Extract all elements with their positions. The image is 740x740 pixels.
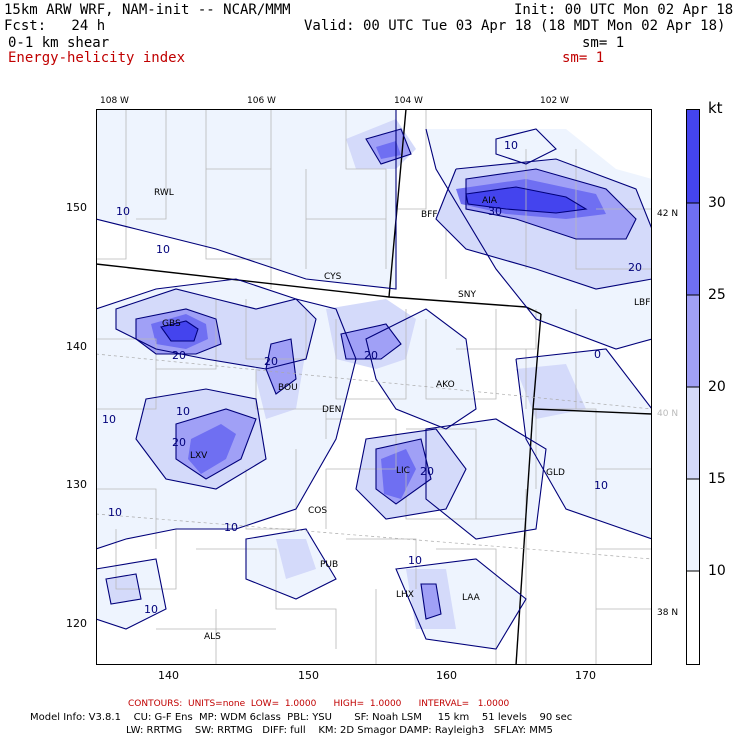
legend-tick-20: 20 (708, 379, 726, 395)
station-als: ALS (204, 632, 221, 642)
station-lhx: LHX (396, 590, 414, 600)
model-title: 15km ARW WRF, NAM-init -- NCAR/MMM (4, 2, 291, 18)
legend-swatch-15 (686, 387, 700, 479)
svg-text:10: 10 (116, 205, 130, 218)
lon-label-106w: 106 W (247, 96, 276, 106)
station-bff: BFF (421, 210, 438, 220)
svg-text:10: 10 (156, 243, 170, 256)
svg-text:20: 20 (264, 355, 278, 368)
contour-lines (96, 109, 652, 650)
svg-text:10: 10 (224, 521, 238, 534)
state-borders (96, 109, 652, 665)
station-den: DEN (322, 405, 341, 415)
legend-tick-25: 25 (708, 287, 726, 303)
y-label-130: 130 (66, 478, 87, 491)
x-label-140: 140 (158, 669, 179, 682)
contour-value-labels: 10 10 10 10 10 10 10 10 10 10 20 20 20 2… (102, 139, 642, 616)
lon-label-102w: 102 W (540, 96, 569, 106)
color-legend-bar (686, 109, 700, 665)
legend-tick-30: 30 (708, 195, 726, 211)
smoothing-ehi: sm= 1 (562, 50, 605, 66)
model-info-line2: LW: RRTMG SW: RRTMG DIFF: full KM: 2D Sm… (126, 725, 553, 736)
legend-swatch-30plus (686, 109, 700, 203)
svg-text:20: 20 (172, 349, 186, 362)
station-gld: GLD (546, 468, 565, 478)
svg-text:20: 20 (420, 465, 434, 478)
lon-label-108w: 108 W (100, 96, 129, 106)
smoothing-shear: sm= 1 (582, 35, 625, 51)
svg-text:20: 20 (172, 436, 186, 449)
svg-text:10: 10 (594, 479, 608, 492)
station-lbf: LBF (634, 298, 650, 308)
station-lic: LIC (396, 466, 410, 476)
legend-swatch-10 (686, 479, 700, 571)
station-pub: PUB (320, 560, 338, 570)
station-lxv: LXV (190, 451, 208, 461)
svg-text:10: 10 (108, 506, 122, 519)
x-label-160: 160 (436, 669, 457, 682)
model-info-line1: Model Info: V3.8.1 CU: G-F Ens MP: WDM 6… (30, 712, 573, 723)
lat-label-40n: 40 N (657, 409, 679, 419)
legend-swatch-below10 (686, 571, 700, 665)
valid-time: Valid: 00 UTC Tue 03 Apr 18 (18 MDT Mon … (304, 18, 726, 34)
station-rwl: RWL (154, 188, 174, 198)
y-label-140: 140 (66, 340, 87, 353)
lon-label-104w: 104 W (394, 96, 423, 106)
svg-text:10: 10 (144, 603, 158, 616)
station-cys: CYS (324, 272, 342, 282)
field-name-shear: 0-1 km shear (8, 35, 110, 51)
station-sny: SNY (458, 290, 476, 300)
svg-text:20: 20 (364, 349, 378, 362)
init-time: Init: 00 UTC Mon 02 Apr 18 (514, 2, 734, 18)
svg-text:10: 10 (504, 139, 518, 152)
legend-unit: kt (708, 99, 723, 117)
svg-text:10: 10 (408, 554, 422, 567)
lat-label-42n: 42 N (657, 209, 679, 219)
station-labels: RWL BFF AIA CYS SNY LBF GBS BOU AKO DEN … (154, 188, 650, 642)
svg-text:10: 10 (176, 405, 190, 418)
forecast-hour: Fcst: 24 h (4, 18, 106, 34)
field-name-ehi: Energy-helicity index (8, 50, 186, 66)
svg-text:10: 10 (102, 413, 116, 426)
map-panel: RWL BFF AIA CYS SNY LBF GBS BOU AKO DEN … (96, 109, 652, 665)
contours-info: CONTOURS: UNITS=none LOW= 1.0000 HIGH= 1… (128, 699, 510, 709)
station-gbs: GBS (162, 319, 181, 329)
graticule (96, 353, 652, 560)
x-label-150: 150 (298, 669, 319, 682)
y-label-150: 150 (66, 201, 87, 214)
svg-text:30: 30 (488, 205, 502, 218)
legend-swatch-25 (686, 203, 700, 295)
county-lines (96, 109, 652, 665)
y-label-120: 120 (66, 617, 87, 630)
legend-swatch-20 (686, 295, 700, 387)
legend-tick-10: 10 (708, 563, 726, 579)
x-label-170: 170 (575, 669, 596, 682)
station-cos: COS (308, 506, 327, 516)
lat-label-38n: 38 N (657, 608, 679, 618)
station-aia: AIA (482, 196, 498, 206)
svg-text:0: 0 (594, 348, 601, 361)
svg-text:20: 20 (628, 261, 642, 274)
legend-tick-15: 15 (708, 471, 726, 487)
station-laa: LAA (462, 593, 481, 603)
station-ako: AKO (436, 380, 455, 390)
station-bou: BOU (278, 383, 298, 393)
